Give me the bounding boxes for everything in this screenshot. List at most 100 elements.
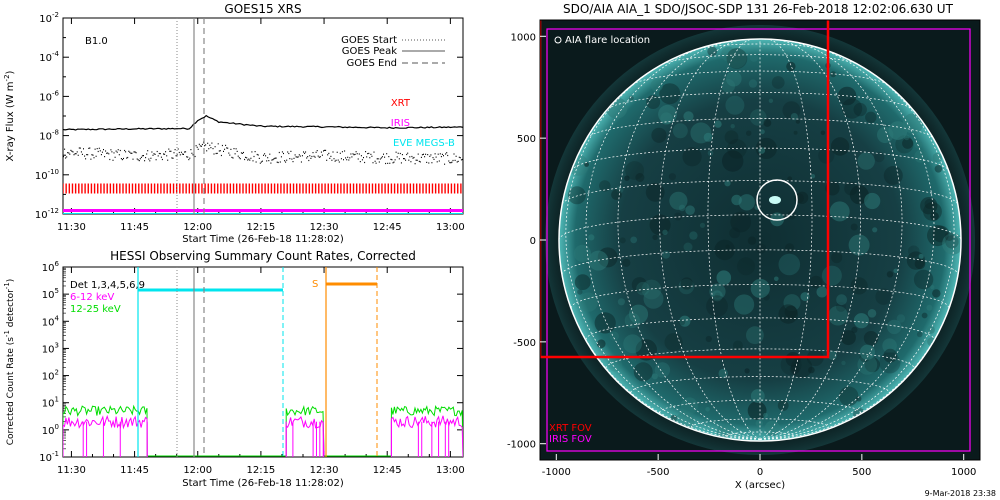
goes-short-channel-point (447, 154, 449, 157)
goes-short-channel-point (359, 161, 361, 163)
goes-short-channel-point (177, 148, 179, 150)
goes-short-channel-point (318, 156, 320, 158)
solar-texture-blob (650, 79, 663, 92)
goes-short-channel-point (138, 160, 140, 162)
solar-texture-blob (944, 231, 954, 241)
solar-texture-blob (685, 205, 695, 215)
hessi-x-tick-label: 13:00 (436, 465, 465, 476)
goes-short-channel-point (120, 158, 122, 160)
solar-texture-blob (865, 111, 877, 124)
solar-texture-blob (578, 292, 598, 312)
goes-short-channel-point (295, 156, 297, 158)
solar-texture-blob (629, 95, 634, 101)
goes-short-channel-point (105, 150, 107, 152)
goes-short-channel-point (165, 151, 167, 153)
solar-texture-blob (732, 340, 743, 351)
goes-short-channel-point (125, 151, 127, 153)
goes-short-channel-point (248, 158, 250, 160)
goes-short-channel-point (153, 153, 155, 155)
solar-texture-blob (749, 53, 759, 62)
goes-short-channel-point (237, 155, 239, 157)
goes-short-channel-point (172, 157, 174, 159)
goes-short-channel-point (347, 156, 349, 158)
solar-texture-blob (838, 386, 859, 407)
goes-short-channel-point (400, 162, 402, 164)
goes-short-channel-point (321, 154, 323, 156)
goes-short-channel-point (136, 158, 138, 160)
goes-short-channel-point (326, 159, 328, 161)
goes-short-channel-point (386, 153, 388, 155)
aia-xrt-fov-label: XRT FOV (549, 423, 592, 434)
goes-short-channel-point (213, 153, 215, 155)
solar-texture-blob (731, 194, 742, 206)
goes-short-channel-point (118, 154, 120, 156)
solar-texture-blob (707, 46, 718, 57)
goes-short-channel-point (206, 150, 208, 152)
goes-short-channel-point (256, 153, 258, 156)
solar-texture-blob (747, 401, 767, 420)
aia-flare-label: AIA flare location (565, 35, 650, 46)
solar-texture-blob (789, 364, 800, 375)
goes-short-channel-point (449, 162, 451, 164)
solar-texture-blob (726, 48, 748, 69)
goes-short-channel-point (273, 158, 275, 160)
hessi-x-tick-label: 12:00 (183, 465, 212, 476)
flare-location-circle (756, 179, 798, 221)
solar-texture-blob (851, 326, 858, 333)
goes-short-channel-point (304, 152, 306, 154)
longitude-line (659, 39, 761, 440)
solar-texture-blob (596, 339, 606, 349)
solar-texture-blob (848, 234, 870, 256)
solar-texture-blob (763, 412, 768, 418)
solar-texture-blob (932, 289, 941, 298)
solar-texture-blob (882, 338, 897, 354)
solar-texture-blob (877, 126, 894, 144)
goes-short-channel-point (363, 157, 364, 159)
solar-texture-blob (821, 265, 842, 286)
goes-short-channel-point (143, 155, 144, 157)
solar-texture-blob (574, 274, 591, 291)
solar-texture-blob (652, 234, 658, 241)
goes-short-channel-point (365, 151, 367, 153)
goes-short-channel-point (221, 144, 223, 147)
goes-short-channel-point (351, 156, 353, 158)
goes-y-tick-label: 10-4 (39, 50, 59, 64)
solar-texture-blob (678, 319, 686, 326)
solar-texture-blob (809, 275, 823, 289)
solar-texture-blob (800, 292, 810, 302)
solar-texture-blob (874, 151, 885, 163)
goes-short-channel-point (290, 150, 292, 152)
solar-texture-blob (683, 111, 694, 122)
solar-texture-blob (746, 326, 764, 345)
solar-texture-blob (784, 305, 798, 319)
solar-texture-blob (926, 304, 933, 311)
hessi-12-25-kev-line (63, 404, 463, 457)
solar-texture-blob (680, 397, 698, 415)
goes-short-channel-point (68, 152, 70, 154)
goes-short-channel-point (223, 150, 224, 152)
solar-texture-blob (679, 315, 691, 327)
goes-short-channel-point (148, 158, 150, 160)
goes-short-channel-point (438, 160, 440, 162)
solar-texture-blob (748, 79, 758, 88)
goes-short-channel-point (420, 156, 422, 158)
solar-texture-blob (738, 194, 755, 211)
goes-short-channel-point (189, 157, 191, 159)
solar-texture-blob (631, 277, 648, 293)
longitude-line (759, 39, 861, 440)
solar-texture-blob (777, 400, 789, 411)
goes-short-channel-point (460, 159, 462, 161)
goes-short-channel-point (194, 155, 196, 158)
goes-short-channel-point (313, 155, 315, 157)
solar-texture-blob (827, 350, 838, 360)
goes-short-channel-point (112, 159, 114, 161)
solar-texture-blob (643, 288, 664, 309)
goes-short-channel-point (238, 157, 240, 159)
goes-short-channel-point (265, 155, 267, 157)
goes-short-channel-point (371, 155, 373, 157)
goes-short-channel-point (317, 155, 319, 157)
goes-short-channel-point (258, 157, 260, 159)
solar-texture-blob (782, 101, 801, 120)
solar-texture-blob (883, 348, 898, 363)
